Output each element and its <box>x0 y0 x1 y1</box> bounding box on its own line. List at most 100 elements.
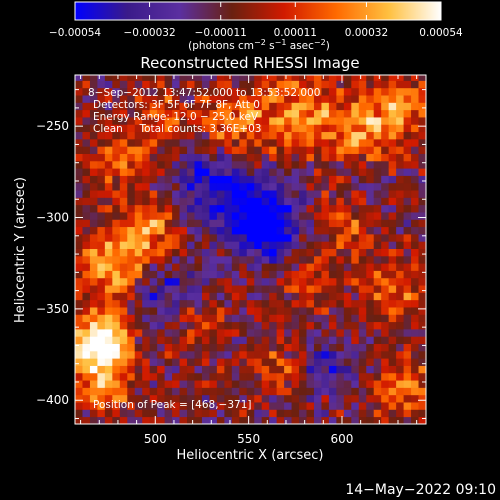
heatmap-cell <box>351 175 360 184</box>
heatmap-cell <box>239 146 248 154</box>
heatmap-cell <box>276 248 285 257</box>
heatmap-cell <box>89 109 98 118</box>
heatmap-cell <box>261 241 270 249</box>
heatmap-cell <box>276 299 285 308</box>
heatmap-cell <box>97 241 106 249</box>
heatmap-cell <box>291 255 300 264</box>
heatmap-cell <box>194 270 203 279</box>
heatmap-cell <box>104 409 113 418</box>
heatmap-cell <box>209 350 218 359</box>
heatmap-cell <box>239 226 248 235</box>
heatmap-cell <box>239 109 248 118</box>
heatmap-cell <box>418 153 426 162</box>
heatmap-cell <box>321 117 330 125</box>
colorbar-tick-label: 0.00032 <box>345 27 388 39</box>
heatmap-cell <box>231 336 240 344</box>
heatmap-cell <box>112 87 121 96</box>
heatmap-cell <box>254 204 263 213</box>
heatmap-cell <box>82 168 91 176</box>
heatmap-cell <box>313 248 322 257</box>
heatmap-cell <box>97 416 106 424</box>
heatmap-cell <box>284 299 292 308</box>
heatmap-cell <box>261 182 270 191</box>
heatmap-cell <box>358 307 367 315</box>
heatmap-cell <box>336 336 345 344</box>
heatmap-cell <box>209 248 218 257</box>
heatmap-cell <box>396 307 404 315</box>
heatmap-cell <box>276 168 285 176</box>
heatmap-cell <box>261 131 270 140</box>
heatmap-cell <box>172 255 180 264</box>
heatmap-cell <box>328 160 337 169</box>
heatmap-cell <box>388 160 397 169</box>
heatmap-cell <box>112 380 121 388</box>
heatmap-cell <box>164 75 173 81</box>
heatmap-cell <box>142 226 151 235</box>
heatmap-cell <box>284 212 292 220</box>
heatmap-cell <box>254 233 263 242</box>
heatmap-cell <box>209 212 218 220</box>
heatmap-cell <box>142 285 151 293</box>
heatmap-cell <box>351 153 360 162</box>
heatmap-cell <box>201 292 210 301</box>
heatmap-cell <box>142 365 151 374</box>
heatmap-cell <box>127 263 136 271</box>
heatmap-cell <box>261 75 270 81</box>
heatmap-cell <box>351 402 360 410</box>
heatmap-cell <box>231 168 240 176</box>
plot-frame <box>74 74 427 425</box>
heatmap-cell <box>224 80 233 89</box>
heatmap-cell <box>112 226 121 235</box>
heatmap-cell <box>149 328 158 337</box>
heatmap-cell <box>224 255 233 264</box>
heatmap-cell <box>343 307 352 315</box>
heatmap-cell <box>246 102 255 111</box>
heatmap-cell <box>411 160 419 169</box>
heatmap-cell <box>313 212 322 220</box>
heatmap-cell <box>172 277 180 286</box>
heatmap-cell <box>97 387 106 396</box>
heatmap-cell <box>284 372 292 381</box>
heatmap-cell <box>396 248 404 257</box>
heatmap-cell <box>75 372 83 381</box>
heatmap-cell <box>216 219 225 228</box>
heatmap-cell <box>261 314 270 323</box>
heatmap-cell <box>82 277 91 286</box>
heatmap-cell <box>75 255 83 264</box>
heatmap-cell <box>291 292 300 301</box>
heatmap-cell <box>313 314 322 323</box>
heatmap-cell <box>149 365 158 374</box>
heatmap-cell <box>336 416 345 424</box>
heatmap-cell <box>119 219 128 228</box>
heatmap-cell <box>388 307 397 315</box>
heatmap-cell <box>149 409 158 418</box>
heatmap-cell <box>112 387 121 396</box>
heatmap-cell <box>224 109 233 118</box>
heatmap-cell <box>231 394 240 403</box>
heatmap-cell <box>149 307 158 315</box>
heatmap-cell <box>254 314 263 323</box>
heatmap-cell <box>157 241 166 249</box>
heatmap-cell <box>239 409 248 418</box>
heatmap-cell <box>246 416 255 424</box>
heatmap-cell <box>306 321 315 330</box>
heatmap-cell <box>328 117 337 125</box>
heatmap-cell <box>343 109 352 118</box>
heatmap-cell <box>134 372 143 381</box>
heatmap-cell <box>119 380 128 388</box>
heatmap-cell <box>97 328 106 337</box>
heatmap-cell <box>381 365 390 374</box>
heatmap-cell <box>396 75 404 81</box>
heatmap-cell <box>209 299 218 308</box>
heatmap-cell <box>142 241 151 249</box>
heatmap-cell <box>254 277 263 286</box>
heatmap-cell <box>179 372 188 381</box>
heatmap-cell <box>313 138 322 147</box>
heatmap-cell <box>157 204 166 213</box>
heatmap-cell <box>149 233 158 242</box>
heatmap-cell <box>388 190 397 198</box>
heatmap-cell <box>366 263 375 271</box>
heatmap-cell <box>164 138 173 147</box>
heatmap-cell <box>239 380 248 388</box>
heatmap-cell <box>224 402 233 410</box>
